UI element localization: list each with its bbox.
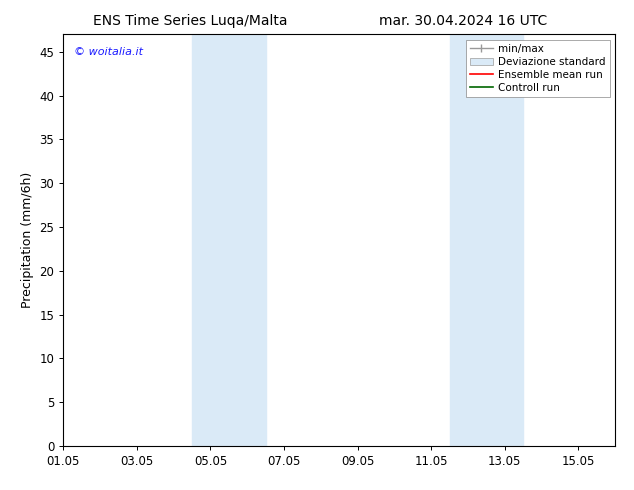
Text: mar. 30.04.2024 16 UTC: mar. 30.04.2024 16 UTC bbox=[378, 14, 547, 28]
Text: © woitalia.it: © woitalia.it bbox=[74, 47, 143, 57]
Bar bbox=[192, 34, 266, 446]
Bar bbox=[450, 34, 523, 446]
Y-axis label: Precipitation (mm/6h): Precipitation (mm/6h) bbox=[21, 172, 34, 308]
Text: ENS Time Series Luqa/Malta: ENS Time Series Luqa/Malta bbox=[93, 14, 287, 28]
Legend: min/max, Deviazione standard, Ensemble mean run, Controll run: min/max, Deviazione standard, Ensemble m… bbox=[466, 40, 610, 97]
